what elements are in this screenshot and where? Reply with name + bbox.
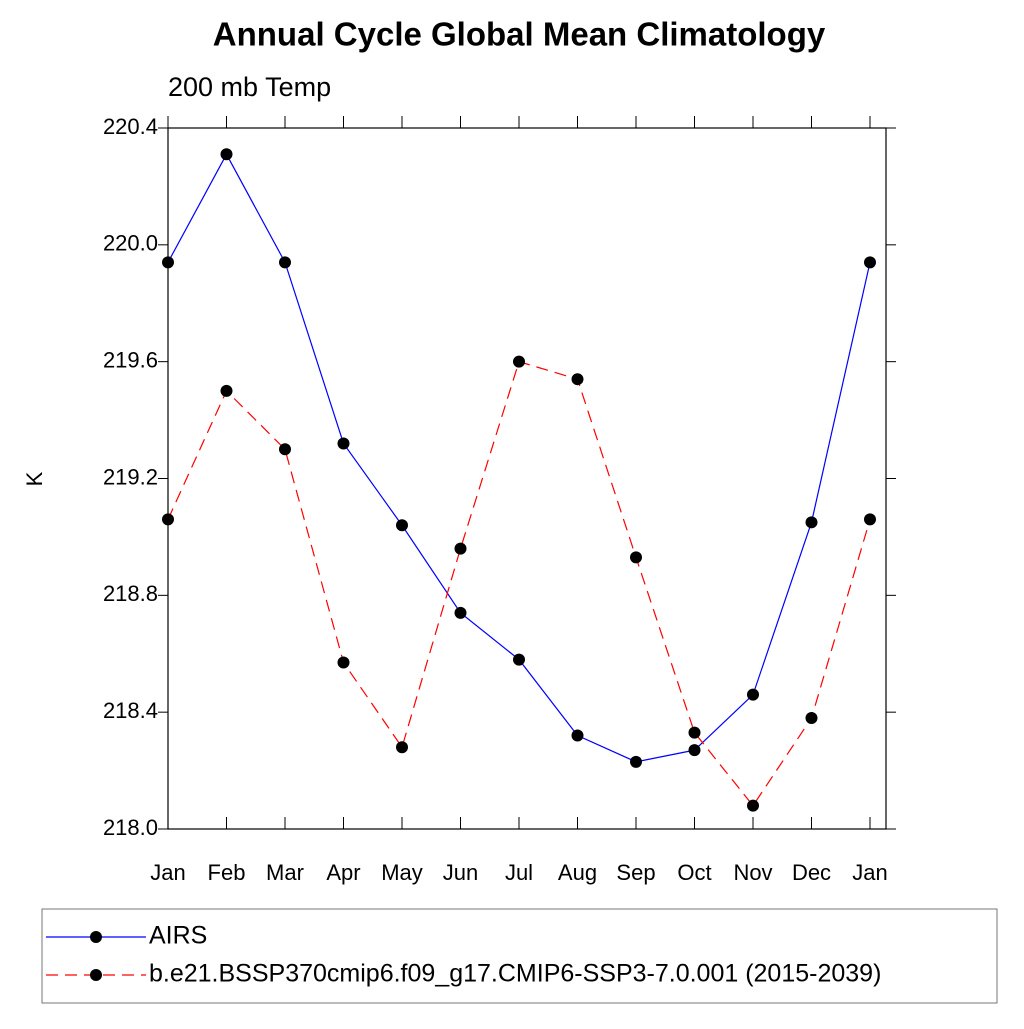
data-point bbox=[279, 256, 291, 269]
data-point bbox=[630, 755, 642, 768]
x-tick-label: Dec bbox=[792, 860, 831, 885]
x-tick-label: Sep bbox=[616, 860, 655, 885]
y-tick-label: 220.0 bbox=[103, 231, 158, 256]
data-point bbox=[162, 513, 174, 526]
data-point bbox=[513, 355, 525, 368]
data-point bbox=[805, 712, 818, 725]
data-point bbox=[747, 688, 759, 701]
chart-subtitle: 200 mb Temp bbox=[168, 72, 331, 102]
data-point bbox=[220, 384, 233, 397]
x-tick-label: Apr bbox=[326, 860, 360, 885]
data-point bbox=[864, 256, 876, 269]
y-axis-label: K bbox=[22, 471, 47, 486]
data-point bbox=[688, 726, 701, 739]
data-point bbox=[396, 519, 408, 532]
data-point bbox=[571, 373, 584, 386]
data-point bbox=[454, 606, 467, 619]
y-tick-label: 218.8 bbox=[103, 581, 158, 606]
data-point bbox=[513, 653, 525, 666]
x-tick-label: Oct bbox=[677, 860, 711, 885]
x-tick-label: Jun bbox=[443, 860, 478, 885]
data-point bbox=[220, 148, 233, 161]
x-tick-label: May bbox=[381, 860, 423, 885]
data-point bbox=[805, 516, 818, 529]
data-point bbox=[571, 729, 584, 742]
y-tick-label: 219.6 bbox=[103, 347, 158, 372]
x-tick-label: Jan bbox=[852, 860, 887, 885]
series-line bbox=[167, 153, 871, 763]
data-point bbox=[396, 741, 408, 754]
x-tick-label: Feb bbox=[208, 860, 246, 885]
x-tick-label: Aug bbox=[558, 860, 597, 885]
data-point bbox=[864, 513, 876, 526]
y-tick-label: 218.4 bbox=[103, 698, 158, 723]
legend-marker bbox=[90, 931, 102, 943]
data-point bbox=[162, 256, 174, 269]
data-point bbox=[688, 744, 701, 757]
y-tick-label: 218.0 bbox=[103, 815, 158, 840]
y-tick-label: 219.2 bbox=[103, 464, 158, 489]
x-tick-label: Nov bbox=[733, 860, 772, 885]
legend-label: AIRS bbox=[149, 922, 207, 950]
x-tick-label: Mar bbox=[266, 860, 304, 885]
data-point bbox=[630, 551, 642, 564]
chart-title: Annual Cycle Global Mean Climatology bbox=[213, 16, 826, 53]
y-tick-label: 220.4 bbox=[103, 114, 158, 139]
data-point bbox=[337, 656, 350, 669]
x-tick-label: Jul bbox=[505, 860, 533, 885]
data-point bbox=[279, 443, 291, 456]
data-point bbox=[337, 437, 350, 450]
x-tick-label: Jan bbox=[150, 860, 185, 885]
data-point bbox=[747, 799, 759, 812]
data-point bbox=[454, 542, 467, 555]
series-line bbox=[167, 360, 871, 807]
plot-frame bbox=[167, 127, 887, 830]
legend-box bbox=[41, 908, 998, 1004]
legend-marker bbox=[90, 969, 102, 981]
legend-label: b.e21.BSSP370cmip6.f09_g17.CMIP6-SSP3-7.… bbox=[149, 960, 881, 988]
